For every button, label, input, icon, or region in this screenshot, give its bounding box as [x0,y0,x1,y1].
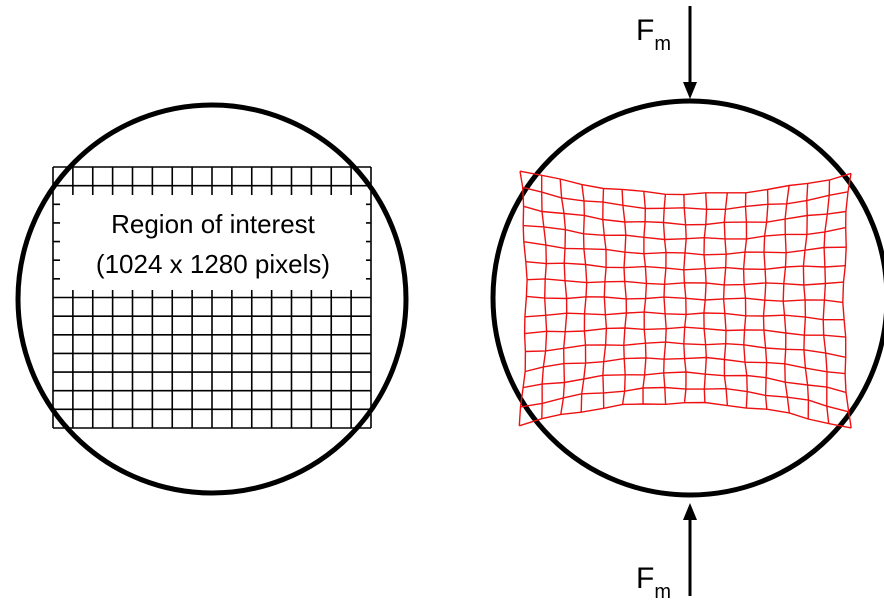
roi-label-box [60,195,366,290]
deformed-grid-line-vertical [602,188,608,409]
arrowhead-down-icon [683,82,697,99]
deformed-specimen: Fm Fm [490,6,884,602]
deformed-grid-line-vertical [782,185,790,413]
deformed-grid-line-horizontal [525,261,846,271]
deformed-grid-line-vertical [802,183,810,420]
deformed-grid-line-horizontal [523,224,846,241]
arrowhead-up-icon [683,503,697,520]
deformed-grid-line-vertical [642,191,648,405]
deformed-grid-line-horizontal [527,278,844,286]
deformed-grid-line-vertical [842,173,852,429]
deformed-grid-line-vertical [762,189,769,410]
deformed-grid [518,170,852,429]
force-arrow-top [683,6,697,99]
deformed-grid-line-vertical [703,192,708,403]
deformed-grid-line-vertical [541,175,548,419]
roi-label-line1: Region of interest [111,209,316,239]
force-label-top: Fm [636,14,671,55]
deformed-grid-line-vertical [559,178,568,415]
undeformed-specimen: Region of interest (1024 x 1280 pixels) [15,102,409,496]
deformed-grid-line-horizontal [526,295,843,304]
deformed-grid-line-vertical [580,184,588,413]
deformed-grid-line-vertical [822,179,831,424]
deformed-grid-line-horizontal [522,186,849,210]
deformed-grid-line-vertical [683,194,687,403]
deformed-grid-line-horizontal [524,311,845,321]
force-label-bottom: Fm [636,562,671,602]
deformed-grid-line-horizontal [519,401,852,429]
roi-label-line2: (1024 x 1280 pixels) [96,249,330,279]
deformed-grid-line-vertical [518,171,528,426]
deformed-grid-line-horizontal [519,170,852,196]
force-arrow-bottom [683,503,697,596]
specimen-outline-left [15,102,409,496]
deformed-grid-line-vertical [662,194,667,405]
deformed-grid-line-vertical [742,192,748,409]
deformed-grid-line-horizontal [525,341,846,358]
specimen-outline-right [490,98,884,498]
deformed-grid-line-vertical [722,192,729,406]
deformed-grid-line-vertical [621,189,628,405]
